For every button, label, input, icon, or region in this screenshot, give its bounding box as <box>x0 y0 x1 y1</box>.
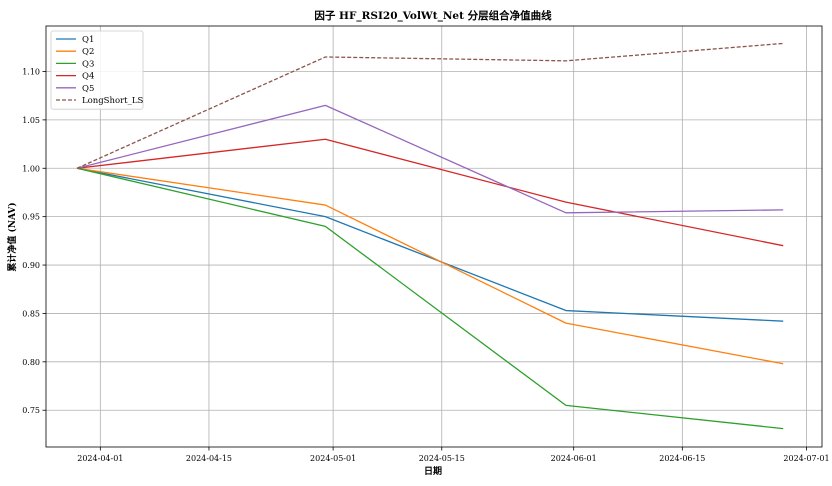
legend-entry: Q3 <box>82 59 94 69</box>
legend-entry: Q4 <box>82 72 94 82</box>
y-tick-label: 0.95 <box>22 213 40 222</box>
legend-entry: Q5 <box>82 84 94 94</box>
x-tick-label: 2024-05-01 <box>310 454 356 463</box>
x-tick-label: 2024-06-01 <box>551 454 597 463</box>
legend-entry: LongShort_LS <box>82 96 143 106</box>
series-line-longshort-ls <box>76 42 784 169</box>
grid <box>46 26 822 447</box>
legend-entry: Q2 <box>82 47 94 57</box>
x-tick-label: 2024-05-15 <box>419 454 465 463</box>
y-tick-label: 0.75 <box>22 406 40 415</box>
x-tick-label: 2024-04-01 <box>77 454 123 463</box>
y-tick-label: 1.00 <box>22 164 40 173</box>
y-tick-label: 1.10 <box>22 67 40 76</box>
chart-title: 因子 HF_RSI20_VolWt_Net 分层组合净值曲线 <box>314 9 552 23</box>
x-axis-label: 日期 <box>424 465 442 477</box>
series-lines <box>76 42 784 430</box>
x-tick-label: 2024-07-01 <box>783 454 829 463</box>
y-tick-label: 0.90 <box>22 261 40 270</box>
y-tick-label: 0.85 <box>22 309 40 318</box>
series-line-q4 <box>76 138 784 247</box>
plot-frame <box>45 25 823 448</box>
y-axis-ticks: 0.75 0.80 0.85 0.90 0.95 1.00 1.05 1.10 <box>22 67 46 415</box>
x-tick-label: 2024-04-15 <box>186 454 232 463</box>
series-line-q5 <box>76 104 784 214</box>
y-tick-label: 0.80 <box>22 358 40 367</box>
legend-entry: Q1 <box>82 35 94 45</box>
y-tick-label: 1.05 <box>22 116 40 125</box>
x-axis-ticks: 2024-04-01 2024-04-15 2024-05-01 2024-05-15… <box>77 447 830 463</box>
x-tick-label: 2024-06-15 <box>659 454 705 463</box>
series-line-q2 <box>76 167 784 365</box>
series-line-q1 <box>76 167 784 322</box>
y-axis-label: 累计净值 (NAV) <box>6 202 18 271</box>
legend: Q1 Q2 Q3 Q4 Q5 LongShort_LS <box>50 30 143 110</box>
series-line-q3 <box>76 167 784 430</box>
